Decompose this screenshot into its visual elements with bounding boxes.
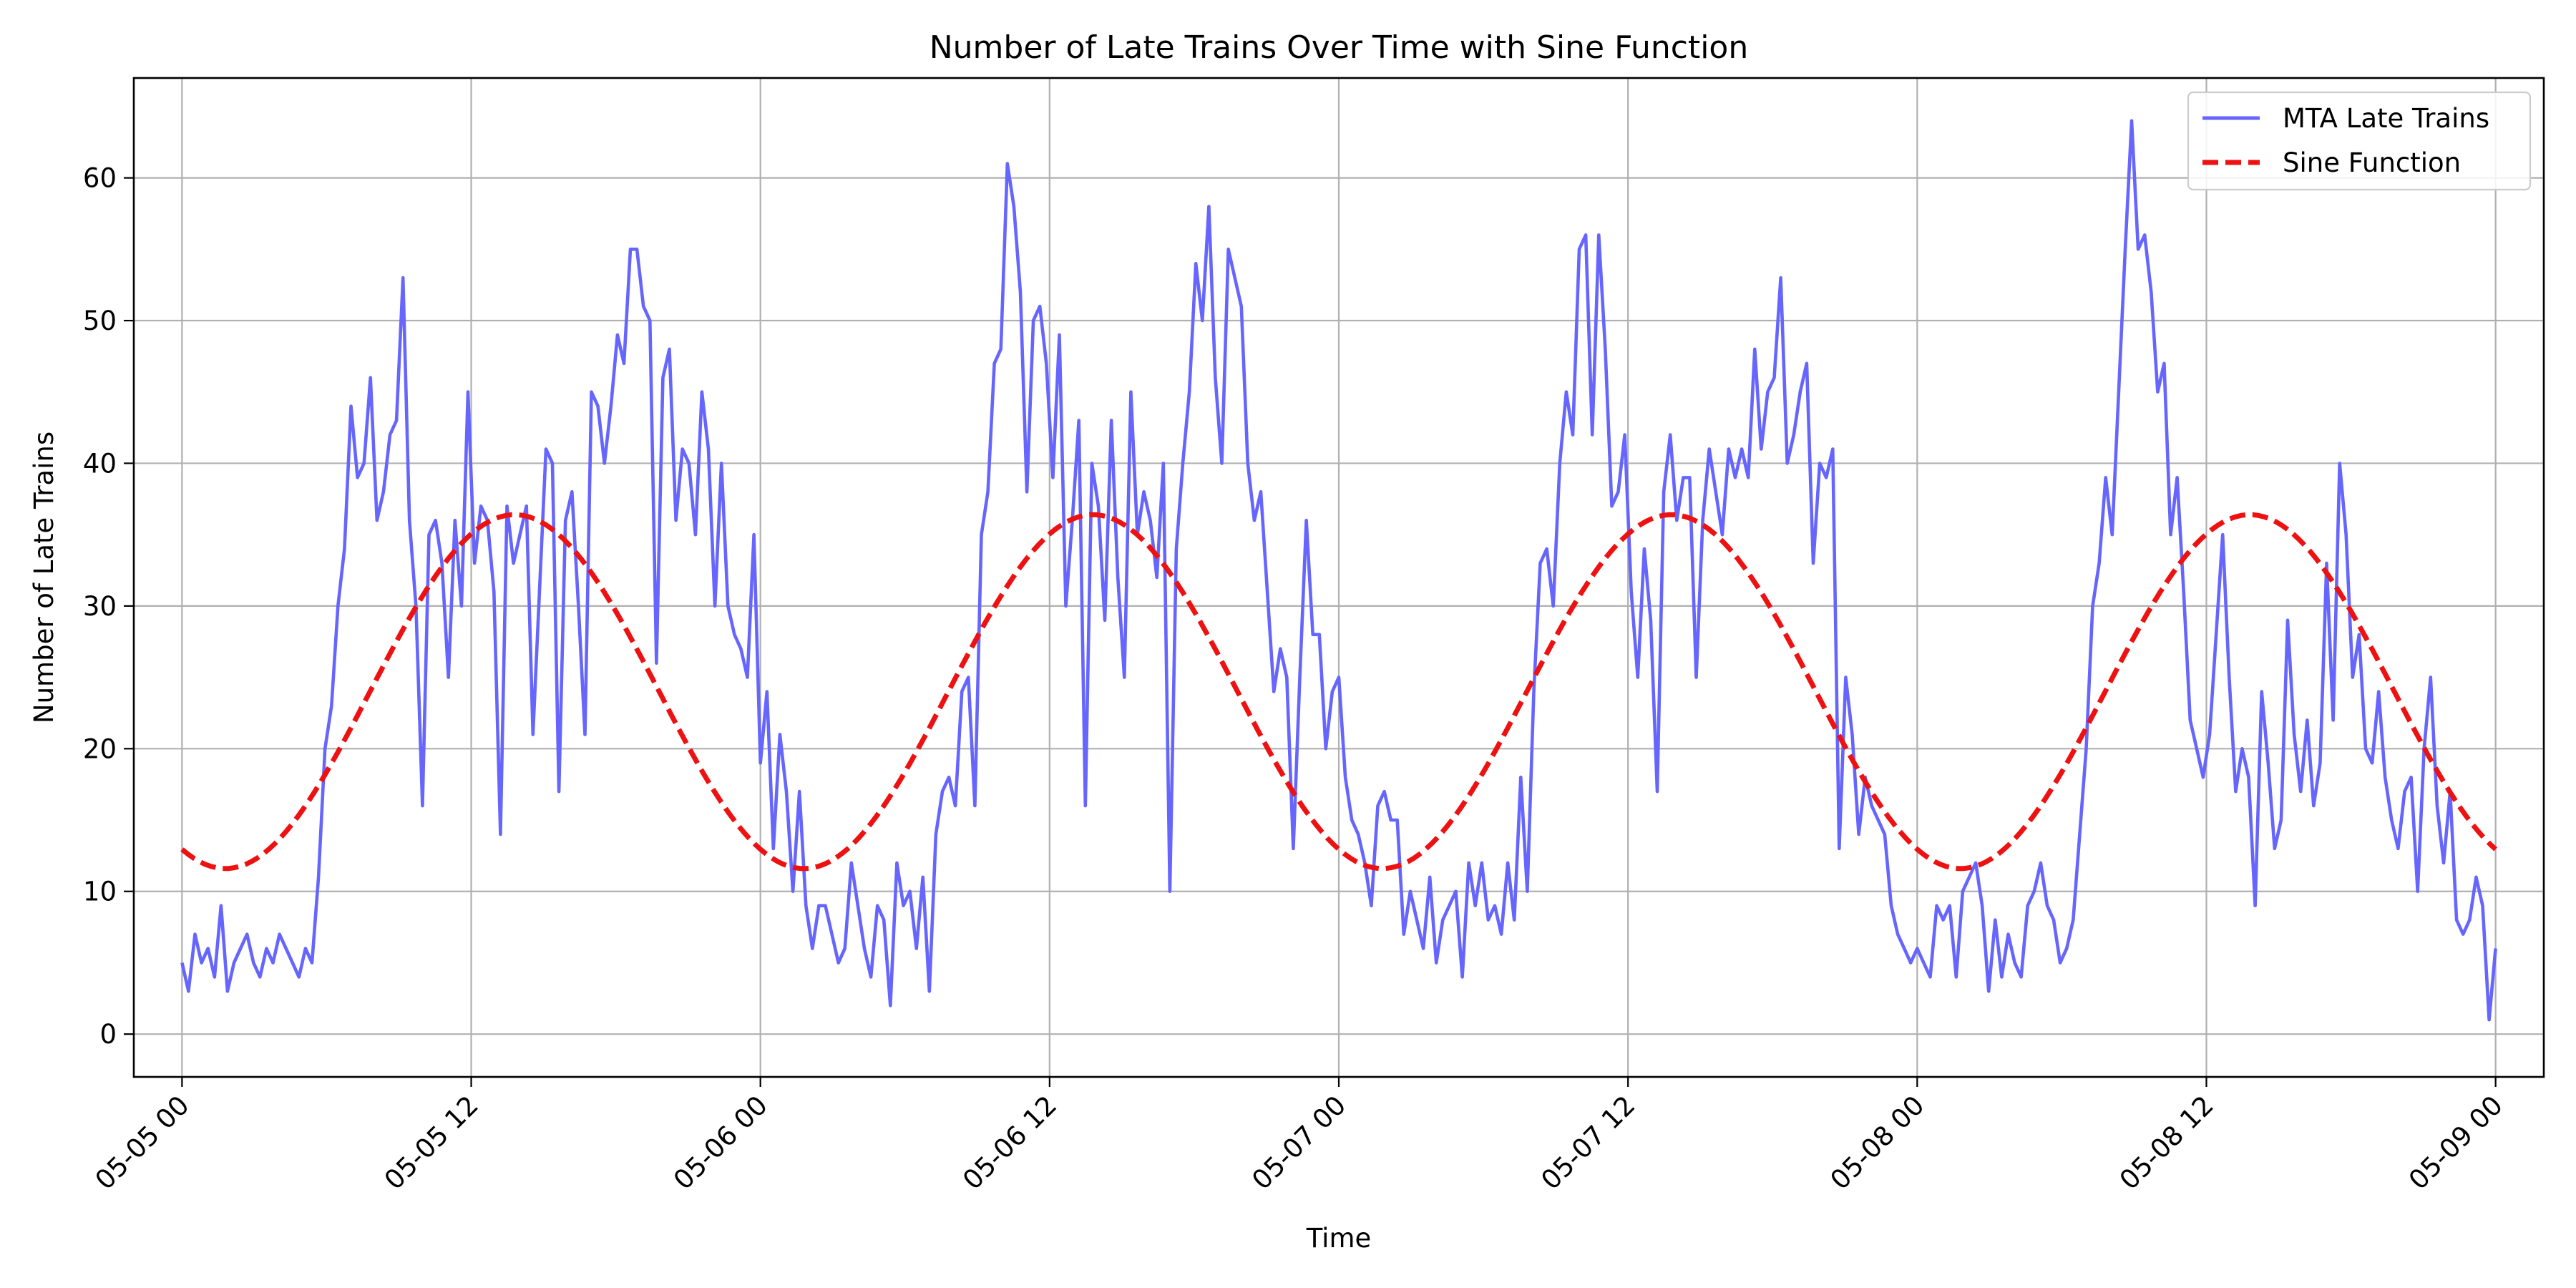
x-tick-label: 05-09 00 <box>2403 1090 2509 1196</box>
y-tick-label: 20 <box>83 733 117 764</box>
series-line-late-trains <box>180 119 2497 1022</box>
x-tick-label: 05-08 00 <box>1825 1090 1931 1196</box>
x-axis-title: Time <box>1306 1223 1372 1254</box>
y-tick-label: 0 <box>99 1019 117 1050</box>
y-tick-label: 10 <box>83 877 117 907</box>
y-tick-label: 40 <box>83 448 117 479</box>
y-tick-label: 50 <box>83 306 117 336</box>
x-axis-ticks: 05-05 00 05-05 12 05-06 00 05-06 12 05-07 00… <box>89 1077 2509 1196</box>
y-tick-label: 60 <box>83 163 117 194</box>
x-tick-label: 05-07 12 <box>1535 1090 1641 1196</box>
series-line-sine-function <box>180 512 2497 872</box>
legend-box <box>2187 91 2532 191</box>
y-axis-ticks: 0 10 20 30 40 50 60 <box>83 163 134 1050</box>
x-tick-label: 05-08 12 <box>2114 1090 2220 1196</box>
x-tick-label: 05-07 00 <box>1246 1090 1352 1196</box>
grid-layer <box>134 78 2544 1077</box>
x-tick-label: 05-05 00 <box>89 1090 195 1196</box>
x-tick-label: 05-06 12 <box>957 1090 1063 1196</box>
y-tick-label: 30 <box>83 591 117 622</box>
x-tick-label: 05-06 00 <box>668 1090 774 1196</box>
x-tick-label: 05-05 12 <box>379 1090 484 1196</box>
legend-label-late-trains: MTA Late Trains <box>2283 103 2489 134</box>
chart-title: Number of Late Trains Over Time with Sin… <box>930 29 1748 66</box>
y-axis-title: Number of Late Trains <box>29 431 59 723</box>
legend: MTA Late Trains Sine Function <box>2187 91 2532 191</box>
legend-label-sine-function: Sine Function <box>2283 147 2461 178</box>
series-layer <box>180 119 2497 1022</box>
